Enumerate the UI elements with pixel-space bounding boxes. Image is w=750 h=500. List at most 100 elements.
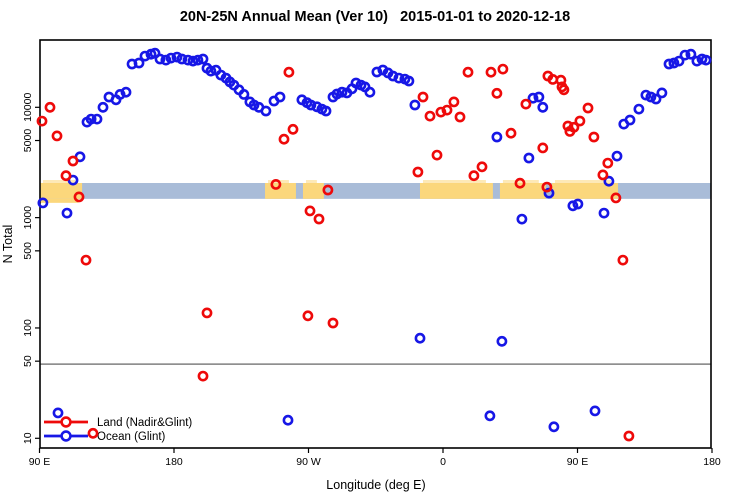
land-band-segment: [419, 183, 493, 199]
land-band-fringe: [502, 180, 539, 184]
data-point-land: [520, 98, 532, 110]
data-point-land: [73, 191, 85, 203]
x-tick-label: 180: [703, 456, 721, 468]
data-point-land: [623, 430, 635, 442]
data-point-land: [497, 63, 509, 75]
data-point-land: [485, 66, 497, 78]
data-point-land: [555, 74, 567, 86]
data-point-land: [44, 101, 56, 113]
data-point-land: [431, 149, 443, 161]
data-point-ocean: [282, 414, 294, 426]
data-point-ocean: [496, 335, 508, 347]
land-band-segment: [551, 183, 618, 199]
land-series: [36, 63, 635, 442]
axis-ticks: 90 E 180 90 W 0 90 E 180 10000 5000 1000 500 100 50…: [22, 93, 721, 468]
x-tick-label: 90 E: [567, 456, 589, 468]
data-point-ocean: [160, 54, 172, 66]
land-band-segment: [499, 183, 546, 199]
data-point-ocean: [685, 48, 697, 60]
x-axis-title: Longitude (deg E): [326, 478, 425, 492]
data-point-land: [597, 169, 609, 181]
data-point-land: [558, 84, 570, 96]
data-point-ocean: [650, 93, 662, 105]
data-point-land: [435, 106, 447, 118]
data-point-ocean: [523, 152, 535, 164]
data-point-land: [80, 254, 92, 266]
data-point-ocean: [331, 88, 343, 100]
data-point-ocean: [598, 207, 610, 219]
y-tick-label: 500: [22, 242, 34, 260]
data-point-ocean: [154, 53, 166, 65]
data-point-ocean: [393, 72, 405, 84]
data-point-land: [462, 66, 474, 78]
data-point-land: [476, 161, 488, 173]
ocean-series: [37, 47, 712, 433]
data-point-land: [67, 155, 79, 167]
data-point-ocean: [387, 70, 399, 82]
data-point-ocean: [120, 86, 132, 98]
data-point-ocean: [656, 87, 668, 99]
chart-title: 20N-25N Annual Mean (Ver 10) 2015-01-01 …: [179, 9, 571, 25]
data-point-ocean: [61, 207, 73, 219]
data-point-land: [201, 307, 213, 319]
data-point-land: [454, 111, 466, 123]
data-point-ocean: [133, 57, 145, 69]
land-band-fringe: [305, 180, 317, 184]
data-point-land: [424, 110, 436, 122]
data-point-land: [51, 130, 63, 142]
data-point-ocean: [567, 200, 579, 212]
y-axis-title: N Total: [1, 225, 15, 264]
data-point-ocean: [187, 55, 199, 67]
data-point-land: [514, 177, 526, 189]
data-point-ocean: [543, 187, 555, 199]
land-band-fringe: [554, 180, 611, 184]
data-point-ocean: [491, 131, 503, 143]
data-point-ocean: [165, 52, 177, 64]
data-point-ocean: [673, 55, 685, 67]
data-point-land: [270, 178, 282, 190]
data-point-ocean: [97, 101, 109, 113]
data-point-land: [302, 310, 314, 322]
data-point-ocean: [645, 91, 657, 103]
data-point-ocean: [176, 53, 188, 65]
data-point-ocean: [624, 114, 636, 126]
land-band-segment: [40, 183, 83, 199]
data-point-land: [36, 115, 48, 127]
y-tick-label: 5000: [22, 129, 34, 153]
x-tick-label: 90 E: [29, 456, 51, 468]
data-point-ocean: [182, 54, 194, 66]
data-point-ocean: [52, 407, 64, 419]
land-band-fringe: [40, 198, 79, 203]
data-point-ocean: [668, 57, 680, 69]
data-point-land: [60, 170, 72, 182]
data-point-ocean: [114, 89, 126, 100]
data-point-ocean: [205, 65, 217, 77]
data-point-land: [588, 131, 600, 143]
data-point-land: [448, 96, 460, 108]
data-point-ocean: [364, 86, 376, 98]
data-point-land: [283, 66, 295, 78]
surface-type-band: [40, 180, 711, 203]
data-point-land: [87, 427, 99, 439]
data-point-land: [491, 87, 503, 99]
land-band-fringe: [422, 180, 486, 184]
data-point-ocean: [192, 54, 204, 66]
plot-area: Land (Nadir&Glint)Ocean (Glint)90 E 180 90…: [22, 39, 721, 468]
data-point-ocean: [305, 99, 317, 111]
data-point-land: [617, 254, 629, 266]
data-point-ocean: [91, 113, 103, 125]
data-point-ocean: [611, 150, 623, 162]
data-point-ocean: [336, 86, 348, 98]
data-point-land: [505, 127, 517, 139]
data-point-ocean: [409, 99, 421, 111]
land-band-segment: [302, 183, 324, 199]
data-point-ocean: [640, 89, 652, 101]
data-point-ocean: [537, 101, 549, 113]
data-point-land: [304, 205, 316, 217]
data-point-ocean: [633, 103, 645, 115]
data-point-ocean: [414, 332, 426, 344]
data-point-land: [313, 213, 325, 225]
data-point-ocean: [85, 113, 97, 125]
data-point-ocean: [484, 410, 496, 422]
